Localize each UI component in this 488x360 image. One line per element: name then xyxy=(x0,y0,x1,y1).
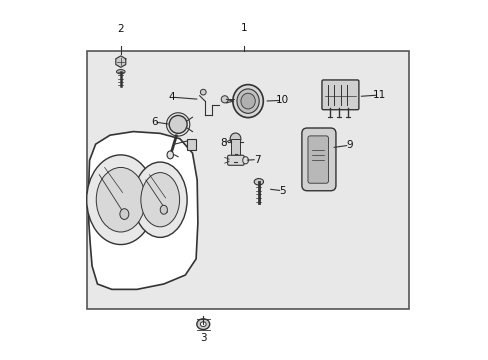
Ellipse shape xyxy=(230,133,241,144)
Text: 10: 10 xyxy=(275,95,288,105)
Ellipse shape xyxy=(133,162,187,237)
Text: 2: 2 xyxy=(117,24,124,35)
Text: 4: 4 xyxy=(168,92,175,102)
PathPatch shape xyxy=(88,132,198,289)
Ellipse shape xyxy=(86,155,155,244)
FancyBboxPatch shape xyxy=(307,136,328,183)
Ellipse shape xyxy=(96,167,145,232)
Ellipse shape xyxy=(241,93,255,109)
Text: 1: 1 xyxy=(241,23,247,33)
Bar xyxy=(230,139,240,155)
Ellipse shape xyxy=(169,116,187,134)
Ellipse shape xyxy=(167,151,173,159)
Ellipse shape xyxy=(160,205,167,214)
Bar xyxy=(187,139,196,149)
FancyBboxPatch shape xyxy=(321,80,358,110)
FancyBboxPatch shape xyxy=(227,155,244,165)
Circle shape xyxy=(200,89,206,95)
Ellipse shape xyxy=(237,89,259,113)
Text: 7: 7 xyxy=(253,154,260,165)
Polygon shape xyxy=(116,56,125,67)
Ellipse shape xyxy=(141,172,179,227)
Ellipse shape xyxy=(232,85,263,118)
Ellipse shape xyxy=(116,69,125,74)
Circle shape xyxy=(221,96,228,103)
Ellipse shape xyxy=(242,157,248,164)
Ellipse shape xyxy=(200,322,206,327)
Ellipse shape xyxy=(196,319,209,329)
Ellipse shape xyxy=(120,209,128,220)
Text: 11: 11 xyxy=(372,90,385,100)
FancyBboxPatch shape xyxy=(301,128,335,191)
Bar xyxy=(86,51,408,309)
Text: 8: 8 xyxy=(220,139,226,148)
Text: 5: 5 xyxy=(279,186,285,196)
Text: 9: 9 xyxy=(346,140,352,150)
Text: 6: 6 xyxy=(150,117,157,127)
Text: 3: 3 xyxy=(200,333,206,343)
Ellipse shape xyxy=(254,179,263,185)
